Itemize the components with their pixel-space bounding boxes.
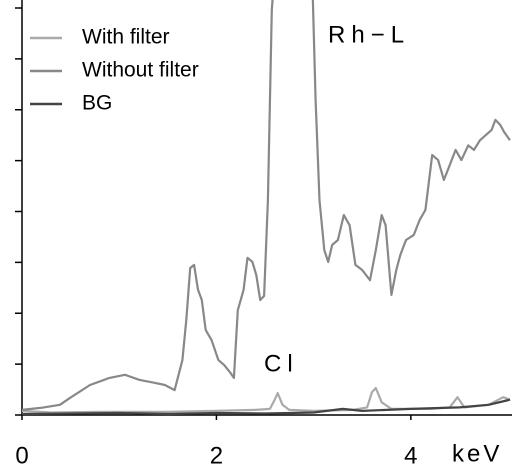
annotation: Cl <box>264 350 299 377</box>
legend-label: BG <box>82 92 112 115</box>
legend-label: With filter <box>82 26 170 49</box>
plot-area <box>22 0 511 416</box>
legend-label: Without filter <box>82 59 199 82</box>
series-line <box>22 398 511 416</box>
x-tick-label: 2 <box>210 442 223 469</box>
x-axis-label: keV <box>452 440 502 467</box>
x-tick-label: 0 <box>15 442 28 469</box>
annotation: Rh−L <box>328 21 410 48</box>
x-tick-label: 4 <box>404 442 417 469</box>
series-line <box>22 0 511 411</box>
